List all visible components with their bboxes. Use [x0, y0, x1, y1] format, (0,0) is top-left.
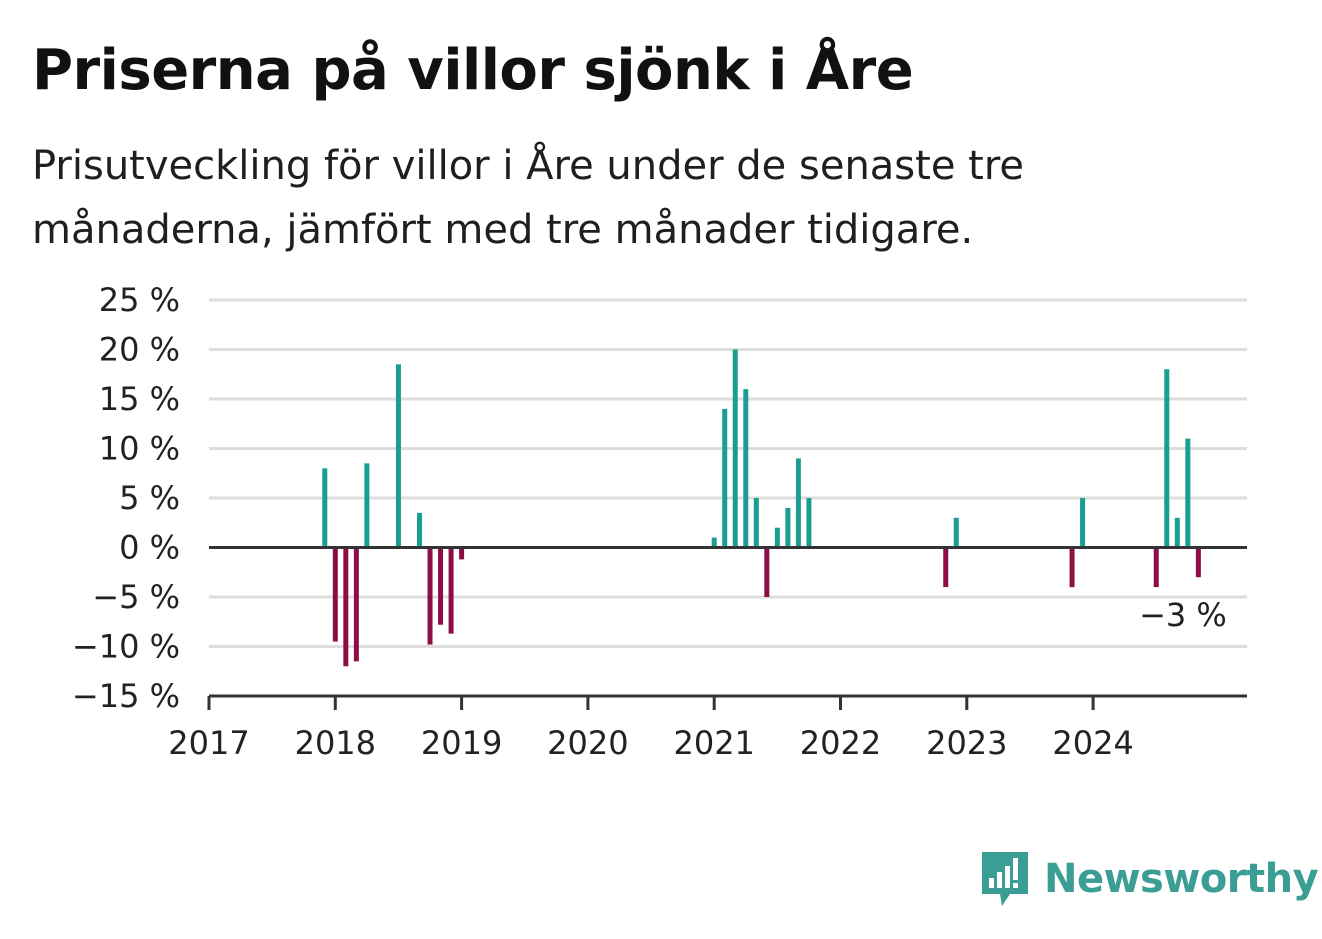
chart-title: Priserna på villor sjönk i Åre — [32, 38, 914, 103]
bar — [1195, 547, 1201, 578]
bar — [448, 547, 454, 634]
bar — [953, 517, 959, 548]
x-tick-label: 2022 — [800, 724, 881, 762]
x-tick-label: 2020 — [547, 724, 628, 762]
newsworthy-logo-icon — [982, 852, 1028, 906]
y-tick-label: 10 % — [99, 430, 180, 468]
bar — [1164, 369, 1170, 548]
x-tick-label: 2023 — [926, 724, 1007, 762]
bar — [785, 507, 791, 548]
bar — [732, 349, 738, 548]
bar — [795, 458, 801, 548]
bar — [764, 547, 770, 597]
x-tick-label: 2017 — [168, 724, 249, 762]
bar — [395, 364, 401, 548]
bar — [722, 408, 728, 548]
bar — [353, 547, 359, 662]
bar — [753, 498, 759, 548]
y-tick-label: 15 % — [99, 380, 180, 418]
y-tick-label: −5 % — [92, 578, 180, 616]
y-tick-label: 25 % — [99, 281, 180, 319]
bar — [332, 547, 338, 642]
x-tick-label: 2018 — [295, 724, 376, 762]
newsworthy-brand: Newsworthy — [980, 850, 1319, 908]
brand-name: Newsworthy — [1044, 856, 1319, 902]
bar — [1069, 547, 1075, 588]
bar — [427, 547, 433, 645]
bar — [364, 463, 370, 548]
x-tick-label: 2021 — [673, 724, 754, 762]
bar — [711, 537, 717, 548]
bar — [1080, 498, 1086, 548]
bar — [1174, 517, 1180, 548]
x-tick-label: 2019 — [421, 724, 502, 762]
bar-chart: 25 % 20 % 15 % 10 % 5 % 0 % −5 % −10 % −15 % 2017… — [72, 281, 1247, 762]
bar — [438, 547, 444, 625]
last-value-label: −3 % — [1139, 596, 1227, 634]
y-tick-label: 5 % — [119, 479, 180, 517]
y-tick-label: −15 % — [72, 677, 180, 715]
y-tick-label: −10 % — [72, 628, 180, 666]
bar — [743, 389, 749, 548]
y-tick-label: 0 % — [119, 529, 180, 567]
chart-subtitle: Prisutveckling för villor i Åre under de… — [32, 143, 1025, 253]
bar — [774, 527, 780, 548]
bar — [322, 468, 328, 548]
bar — [343, 547, 349, 667]
bar — [1153, 547, 1159, 588]
bar — [1185, 438, 1191, 548]
bar — [943, 547, 949, 588]
bar — [459, 547, 465, 560]
y-tick-label: 20 % — [99, 331, 180, 369]
bar — [806, 498, 812, 548]
bar — [417, 512, 422, 548]
x-tick-label: 2024 — [1052, 724, 1133, 762]
